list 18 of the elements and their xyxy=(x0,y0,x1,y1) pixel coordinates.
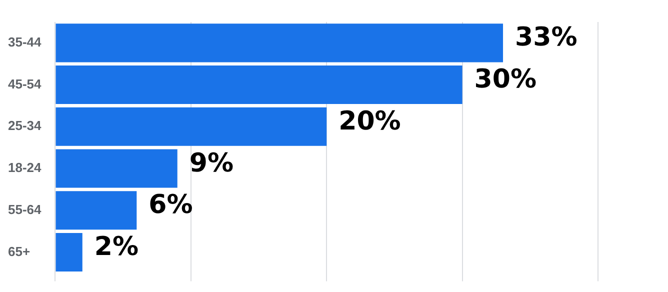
bar xyxy=(56,66,462,104)
y-tick-label: 18-24 xyxy=(8,160,42,176)
bar xyxy=(56,149,178,188)
data-label: 33% xyxy=(515,22,578,53)
data-label: 2% xyxy=(94,232,139,262)
bar xyxy=(56,107,327,146)
data-label: 30% xyxy=(474,64,537,95)
y-tick-label: 45-54 xyxy=(8,76,42,92)
bar xyxy=(56,24,504,62)
bar xyxy=(56,191,137,230)
data-label: 20% xyxy=(338,106,401,136)
y-tick-label: 55-64 xyxy=(8,202,42,217)
bar xyxy=(56,233,82,272)
y-tick-label: 65+ xyxy=(8,244,30,259)
data-label: 6% xyxy=(148,190,193,220)
data-label: 9% xyxy=(189,148,234,178)
y-tick-label: 35-44 xyxy=(8,34,42,50)
y-tick-label: 25-34 xyxy=(8,118,42,134)
